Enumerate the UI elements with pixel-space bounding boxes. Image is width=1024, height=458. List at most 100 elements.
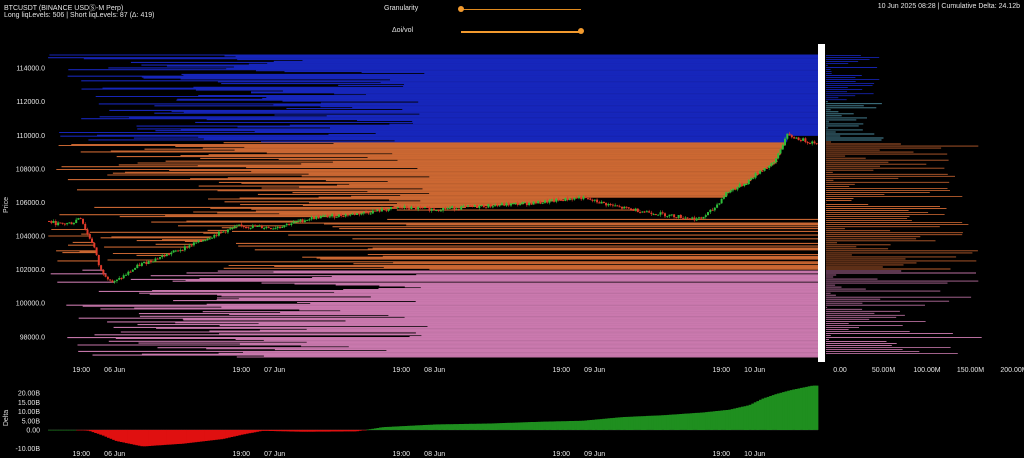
candle-body xyxy=(548,200,551,203)
oi-vol-slider-track[interactable] xyxy=(461,31,581,33)
candle-body xyxy=(152,261,155,263)
delta-bar xyxy=(348,429,352,432)
candle-body xyxy=(797,137,800,141)
delta-bar xyxy=(358,429,362,431)
candle-body xyxy=(777,153,780,159)
delta-tick-label: 20.00B xyxy=(18,391,41,398)
candle-body xyxy=(471,206,474,207)
delta-bar xyxy=(805,386,809,430)
delta-bar xyxy=(497,423,501,430)
candle-body xyxy=(711,209,714,211)
delta-bar xyxy=(222,429,226,439)
delta-bar xyxy=(376,428,380,430)
delta-bar xyxy=(725,410,729,430)
delta-bar xyxy=(148,429,152,446)
granularity-slider-knob[interactable] xyxy=(458,6,464,12)
candle-body xyxy=(537,200,540,204)
delta-bar xyxy=(504,422,508,430)
delta-bar xyxy=(81,429,85,431)
delta-bar xyxy=(486,423,490,430)
candle-body xyxy=(482,205,485,208)
delta-bar xyxy=(515,422,519,430)
delta-bar xyxy=(658,415,662,430)
delta-bar xyxy=(363,429,367,431)
candle-body xyxy=(503,203,506,206)
candle-body xyxy=(236,225,238,227)
delta-bar xyxy=(227,429,231,438)
candle-body xyxy=(66,223,69,225)
candle-body xyxy=(245,227,247,228)
candle-body xyxy=(106,276,109,280)
candle-body xyxy=(625,206,628,208)
candle-body xyxy=(645,211,648,213)
delta-bar xyxy=(653,415,657,430)
delta-bar xyxy=(453,424,457,430)
granularity-slider-track[interactable] xyxy=(461,9,581,10)
delta-bar xyxy=(404,426,408,430)
candle-body xyxy=(464,205,467,207)
delta-bar xyxy=(353,429,357,432)
delta-bar xyxy=(117,429,121,442)
candle-body xyxy=(634,208,637,211)
delta-bar xyxy=(96,429,100,434)
candle-body xyxy=(654,214,657,216)
candle-body xyxy=(204,240,207,242)
delta-bar xyxy=(764,397,768,430)
candle-body xyxy=(577,196,580,199)
candle-body xyxy=(97,255,100,266)
candle-body xyxy=(208,238,211,240)
delta-bar xyxy=(109,429,113,439)
delta-bar xyxy=(789,390,793,430)
delta-bar xyxy=(810,385,814,430)
candle-body xyxy=(623,206,626,209)
candle-body xyxy=(113,281,116,283)
candle-body xyxy=(521,202,524,205)
candle-body xyxy=(804,138,807,142)
delta-bar xyxy=(361,429,365,431)
candle-body xyxy=(231,228,234,229)
candle-body xyxy=(177,250,180,252)
candle-body xyxy=(788,133,791,136)
candle-body xyxy=(421,207,424,209)
delta-bar xyxy=(289,429,293,432)
candle-body xyxy=(664,213,666,217)
delta-bar xyxy=(581,420,585,430)
delta-bar xyxy=(199,429,203,442)
delta-bar xyxy=(633,416,637,430)
oi-vol-slider-knob[interactable] xyxy=(578,28,584,34)
candle-body xyxy=(174,250,177,252)
candle-body xyxy=(72,223,75,225)
delta-bar xyxy=(558,421,562,430)
candle-body xyxy=(591,199,594,201)
candle-body xyxy=(652,214,655,216)
candle-body xyxy=(559,199,562,201)
candle-body xyxy=(104,274,107,277)
delta-bar xyxy=(225,429,229,439)
candle-body xyxy=(344,214,347,217)
candle-body xyxy=(380,208,383,212)
candle-body xyxy=(457,208,460,210)
candle-body xyxy=(593,199,596,201)
price-tick-label: 102000.0 xyxy=(16,267,45,274)
delta-bar xyxy=(756,401,760,430)
candle-body xyxy=(713,207,716,211)
candle-body xyxy=(161,255,164,258)
candle-body xyxy=(254,225,257,227)
delta-bar xyxy=(540,421,544,430)
delta-bar xyxy=(356,429,359,432)
candle-body xyxy=(709,209,712,213)
delta-bar xyxy=(240,429,244,435)
delta-bar xyxy=(535,421,539,430)
candle-body xyxy=(396,207,399,209)
candle-body xyxy=(725,192,728,197)
candle-body xyxy=(170,252,173,255)
delta-bar xyxy=(656,415,660,430)
delta-bar xyxy=(589,420,593,430)
candle-body xyxy=(77,218,80,220)
candle-body xyxy=(587,198,589,200)
delta-bar xyxy=(753,402,757,430)
candle-body xyxy=(442,208,445,211)
candle-body xyxy=(528,202,531,206)
candle-body xyxy=(476,205,478,208)
candle-body xyxy=(229,228,232,230)
